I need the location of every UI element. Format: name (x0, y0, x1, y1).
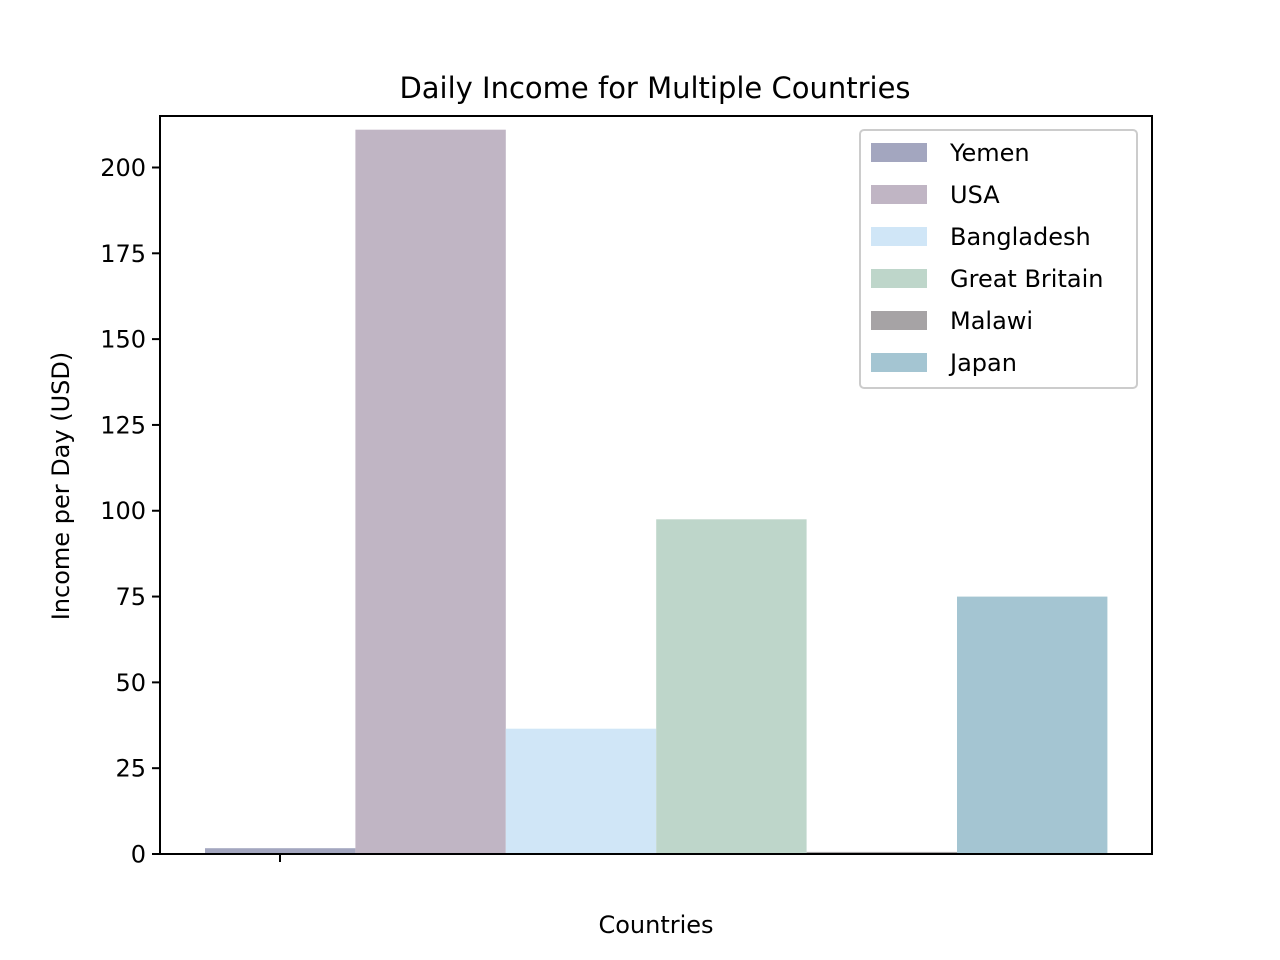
legend-label-bangladesh: Bangladesh (950, 223, 1091, 251)
y-tick-label-150: 150 (100, 326, 146, 354)
legend-label-usa: USA (950, 181, 1000, 209)
y-tick-label-50: 50 (115, 669, 146, 697)
bar-usa (355, 129, 506, 854)
bar-japan (957, 596, 1108, 854)
plot-area-frame (159, 115, 1153, 855)
y-tick-label-175: 175 (100, 240, 146, 268)
bars-group (205, 129, 1108, 854)
legend-swatch-bangladesh (871, 227, 927, 246)
legend-label-japan: Japan (948, 349, 1017, 377)
legend-swatch-usa (871, 185, 927, 204)
bar-malawi (806, 851, 957, 854)
legend: Yemen USA Bangladesh Great Britain Malawi Jap… (859, 129, 1138, 389)
y-axis: 0 25 50 75 100 125 150 175 200 (100, 154, 160, 869)
legend-label-great-britain: Great Britain (950, 265, 1103, 293)
y-tick-label-75: 75 (115, 583, 146, 611)
legend-items: Yemen USA Bangladesh Great Britain Malawi Jap… (871, 139, 1103, 377)
y-tick-label-100: 100 (100, 497, 146, 525)
legend-swatch-malawi (871, 311, 927, 330)
bar-yemen (205, 848, 356, 854)
bar-great-britain (656, 519, 807, 854)
legend-frame (859, 129, 1138, 389)
x-axis-title: Countries (598, 911, 713, 939)
legend-swatch-yemen (871, 143, 927, 162)
y-tick-label-125: 125 (100, 411, 146, 439)
legend-label-yemen: Yemen (949, 139, 1030, 167)
y-tick-label-0: 0 (131, 841, 146, 869)
legend-swatch-japan (871, 353, 927, 372)
bar-bangladesh (505, 728, 657, 854)
legend-label-malawi: Malawi (950, 307, 1033, 335)
y-axis-title: Income per Day (USD) (47, 352, 75, 620)
legend-swatch-great-britain (871, 269, 927, 288)
chart-title: Daily Income for Multiple Countries (399, 71, 910, 105)
y-tick-label-25: 25 (115, 755, 146, 783)
y-tick-label-200: 200 (100, 154, 146, 182)
